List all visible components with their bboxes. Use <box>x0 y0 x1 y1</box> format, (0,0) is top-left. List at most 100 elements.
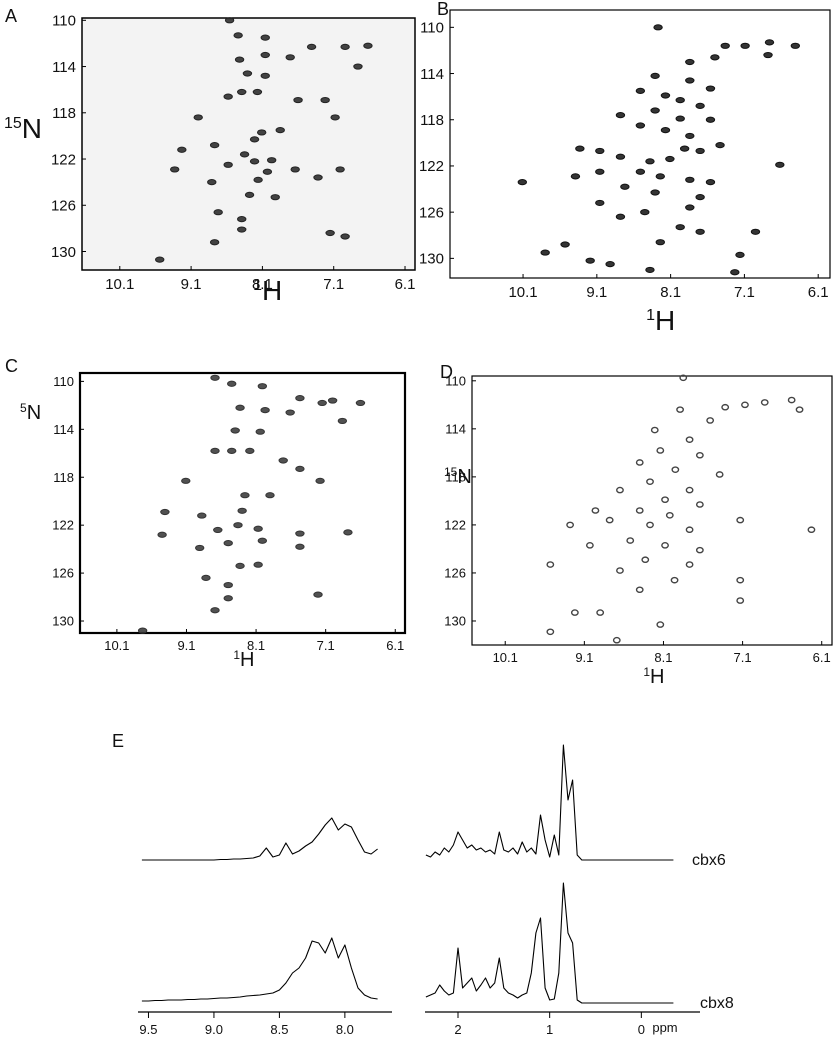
peak <box>715 142 725 149</box>
y-tick-label: 126 <box>444 565 466 580</box>
peak <box>685 526 694 534</box>
x-tick-label: 10.1 <box>105 276 134 293</box>
peak <box>210 374 220 381</box>
peak <box>695 147 705 155</box>
peak <box>715 471 724 478</box>
x-label: H <box>655 305 675 336</box>
x-tick-label: 0 <box>638 1022 645 1037</box>
legend-label: cbx6 <box>692 852 726 869</box>
peak <box>330 114 340 121</box>
peak <box>260 407 270 414</box>
x-tick-label: 8.1 <box>660 284 681 301</box>
peak <box>234 56 245 63</box>
peak <box>240 492 250 499</box>
peak <box>735 251 745 258</box>
peak <box>223 595 233 602</box>
y-tick-label: 118 <box>420 112 444 129</box>
x-tick-label: 9.1 <box>177 638 195 653</box>
x-tick-label: 10.1 <box>493 650 518 665</box>
y-tick-label: 110 <box>420 20 444 37</box>
peak <box>253 561 263 568</box>
peak <box>260 34 270 41</box>
y-tick-label: 130 <box>52 614 74 629</box>
peak <box>256 129 267 136</box>
y-tick-label: 118 <box>445 469 466 484</box>
x-tick-label: 7.1 <box>734 284 755 301</box>
x-tick-label: 8.5 <box>270 1022 288 1037</box>
peak <box>650 189 660 196</box>
peak <box>275 127 285 134</box>
peak <box>290 166 300 173</box>
peak <box>270 194 280 201</box>
panel-label: A <box>5 6 17 26</box>
peak <box>685 204 695 211</box>
x-tick-label: 10.1 <box>508 284 537 301</box>
spectrum <box>425 882 674 1004</box>
peak <box>285 409 295 416</box>
peak <box>197 512 207 519</box>
peak <box>266 157 277 164</box>
peak <box>635 459 644 466</box>
peak <box>685 436 694 443</box>
peak <box>706 417 715 424</box>
peak <box>787 396 796 404</box>
y-tick-label: 126 <box>419 204 444 221</box>
peak <box>655 239 665 246</box>
peak <box>650 426 659 434</box>
peak <box>343 529 353 536</box>
peak <box>646 521 654 529</box>
peak <box>337 417 348 425</box>
x-tick-label: 6.1 <box>813 650 831 665</box>
y-tick-label: 110 <box>445 373 466 388</box>
peak <box>612 636 621 644</box>
x-tick-label: 6.1 <box>395 276 416 293</box>
peak <box>650 72 660 79</box>
y-label: N <box>457 466 471 488</box>
peak <box>605 261 615 268</box>
peak <box>181 477 191 484</box>
y-label-sup: 15 <box>4 115 22 132</box>
x-tick-label: 7.1 <box>734 650 752 665</box>
peak <box>660 92 671 99</box>
peak <box>661 496 669 503</box>
y-tick-label: 118 <box>53 470 74 485</box>
peak <box>260 51 270 59</box>
spectrum <box>141 817 378 861</box>
peak <box>595 199 605 207</box>
peak <box>255 428 265 435</box>
peak <box>615 112 626 119</box>
peak <box>807 526 816 534</box>
y-tick-label: 110 <box>53 374 74 389</box>
peak <box>591 507 600 514</box>
peak <box>685 58 695 66</box>
y-tick-label: 122 <box>51 151 76 168</box>
x-label: H <box>650 666 664 688</box>
peak <box>635 122 646 129</box>
peak <box>546 628 555 636</box>
peak <box>705 116 716 123</box>
x-tick-label: 8.0 <box>336 1022 354 1037</box>
x-tick-label: 1 <box>546 1022 553 1037</box>
peak <box>730 269 740 276</box>
peak <box>605 516 614 524</box>
peak <box>327 397 338 404</box>
x-tick-label: 7.1 <box>323 276 344 293</box>
peak <box>320 96 330 104</box>
x-label-sup: 1 <box>646 307 655 324</box>
peak <box>335 166 345 173</box>
peak <box>656 621 665 628</box>
peak <box>695 194 705 201</box>
peak <box>635 168 646 175</box>
peak <box>570 609 579 616</box>
x-tick-label: 9.1 <box>575 650 593 665</box>
peak <box>685 132 695 140</box>
peak <box>160 508 170 516</box>
peak <box>790 42 801 49</box>
y-label-sup: 5 <box>20 401 27 415</box>
peak <box>209 142 220 149</box>
peak <box>363 42 373 49</box>
peak <box>213 526 223 534</box>
peak <box>616 486 624 494</box>
peak <box>676 406 684 413</box>
